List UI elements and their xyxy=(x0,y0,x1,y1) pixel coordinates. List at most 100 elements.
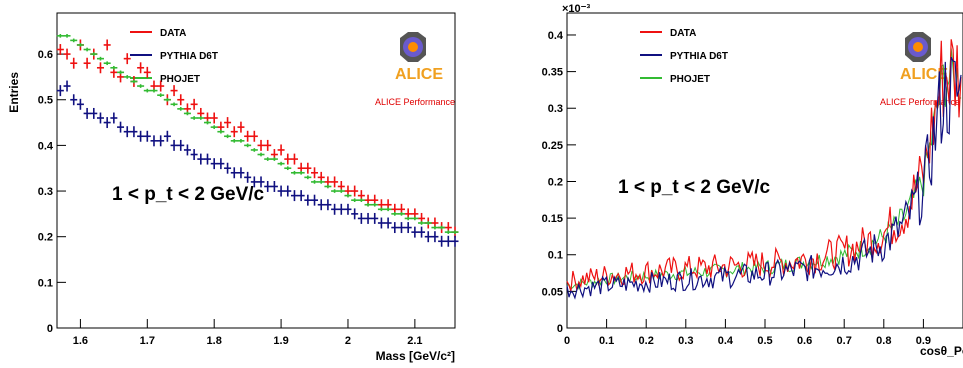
data-point xyxy=(351,198,359,202)
data-point xyxy=(344,203,352,215)
x-tick-label: 0.6 xyxy=(797,335,812,347)
mass-performance-label: ALICE Performance xyxy=(375,97,455,107)
data-point xyxy=(311,180,319,184)
data-point xyxy=(170,139,178,151)
data-point xyxy=(250,130,258,142)
data-point xyxy=(344,193,352,198)
data-point xyxy=(331,189,339,193)
data-point xyxy=(277,161,285,166)
x-tick-label: 0.4 xyxy=(718,335,734,347)
data-point xyxy=(404,216,412,221)
mass-axes: 1.6 1.7 1.8 1.9 2 2.1 0 0.1 0.2 0.3 0.4 0.5 0.6 xyxy=(38,49,423,347)
data-point xyxy=(264,181,272,192)
y-tick-label: 0.3 xyxy=(548,103,563,115)
data-point xyxy=(424,231,432,243)
y-tick-label: 0.4 xyxy=(548,30,564,42)
data-point xyxy=(103,117,111,129)
x-tick-label: 0.1 xyxy=(599,335,614,347)
data-point xyxy=(270,181,278,192)
data-point xyxy=(217,158,225,170)
data-point xyxy=(250,148,258,152)
data-point xyxy=(96,62,104,74)
data-point xyxy=(351,208,359,220)
data-point xyxy=(117,70,125,75)
data-point xyxy=(177,139,185,151)
data-point xyxy=(277,185,285,197)
data-point xyxy=(217,129,225,134)
cos-pointing-chart: ×10⁻³ cosθ_Point 1 < p_t < 2 GeV/c DATA P… xyxy=(542,3,963,358)
mass-alice-logo-text: ALICE xyxy=(395,66,443,83)
data-point xyxy=(76,98,84,110)
data-point xyxy=(224,134,232,139)
data-point xyxy=(190,98,198,110)
alice-logo-core-icon xyxy=(913,42,923,52)
data-point xyxy=(157,135,165,147)
y-tick-label: 0.2 xyxy=(38,232,53,244)
y-tick-label: 0.1 xyxy=(38,277,53,289)
data-point xyxy=(351,185,359,197)
data-point xyxy=(70,38,78,43)
data-point xyxy=(257,176,265,188)
data-point xyxy=(391,222,399,234)
data-point xyxy=(357,212,365,224)
data-point xyxy=(317,199,325,211)
data-point xyxy=(411,226,419,238)
data-point xyxy=(230,126,238,138)
data-point xyxy=(290,190,298,202)
data-point xyxy=(250,176,258,188)
x-tick-label: 0.8 xyxy=(876,335,891,347)
data-point xyxy=(157,93,165,97)
data-point xyxy=(290,153,298,165)
data-point xyxy=(110,112,118,124)
data-point xyxy=(150,88,158,93)
data-point xyxy=(411,216,419,221)
cos-pt-annotation: 1 < p_t < 2 GeV/c xyxy=(618,177,771,198)
y-tick-label: 0.4 xyxy=(38,140,54,152)
data-point xyxy=(83,107,91,119)
data-point xyxy=(377,207,385,212)
cos-legend: DATA PYTHIA D6T PHOJET xyxy=(640,28,728,85)
x-tick-label: 2 xyxy=(345,335,351,347)
data-point xyxy=(324,199,332,211)
data-point xyxy=(257,139,265,151)
data-point xyxy=(277,144,285,156)
data-point xyxy=(237,167,245,179)
x-tick-label: 1.9 xyxy=(273,335,288,347)
mass-alice-logo: ALICE xyxy=(395,32,443,83)
data-point xyxy=(297,170,305,175)
data-point xyxy=(163,97,171,102)
data-point xyxy=(364,202,372,207)
legend-entry: DATA xyxy=(160,28,186,39)
data-point xyxy=(418,221,426,225)
x-tick-label: 2.1 xyxy=(407,335,422,347)
x-tick-label: 0.5 xyxy=(757,335,772,347)
mass-data-marks xyxy=(56,34,459,247)
data-point xyxy=(123,75,131,79)
data-point xyxy=(90,52,98,56)
legend-entry: PHOJET xyxy=(670,74,710,85)
y-tick-label: 0.25 xyxy=(542,140,563,152)
data-point xyxy=(143,66,151,78)
x-tick-label: 0.3 xyxy=(678,335,693,347)
data-point xyxy=(56,44,64,55)
y-tick-label: 0.5 xyxy=(38,95,53,107)
data-point xyxy=(130,126,138,138)
y-tick-label: 0.15 xyxy=(542,213,563,225)
data-point xyxy=(183,144,191,156)
data-point xyxy=(83,47,91,52)
data-point xyxy=(190,116,198,120)
x-tick-label: 1.8 xyxy=(207,335,222,347)
data-point xyxy=(130,79,138,84)
data-point xyxy=(137,130,145,142)
data-point xyxy=(438,235,446,247)
x-tick-label: 1.7 xyxy=(140,335,155,347)
data-point xyxy=(177,107,185,111)
data-point xyxy=(56,34,64,38)
data-point xyxy=(63,34,71,38)
data-point xyxy=(371,202,379,207)
mass-y-axis-label: Entries xyxy=(7,72,21,113)
data-point xyxy=(337,203,345,215)
data-point xyxy=(63,48,71,60)
data-point xyxy=(264,157,272,161)
